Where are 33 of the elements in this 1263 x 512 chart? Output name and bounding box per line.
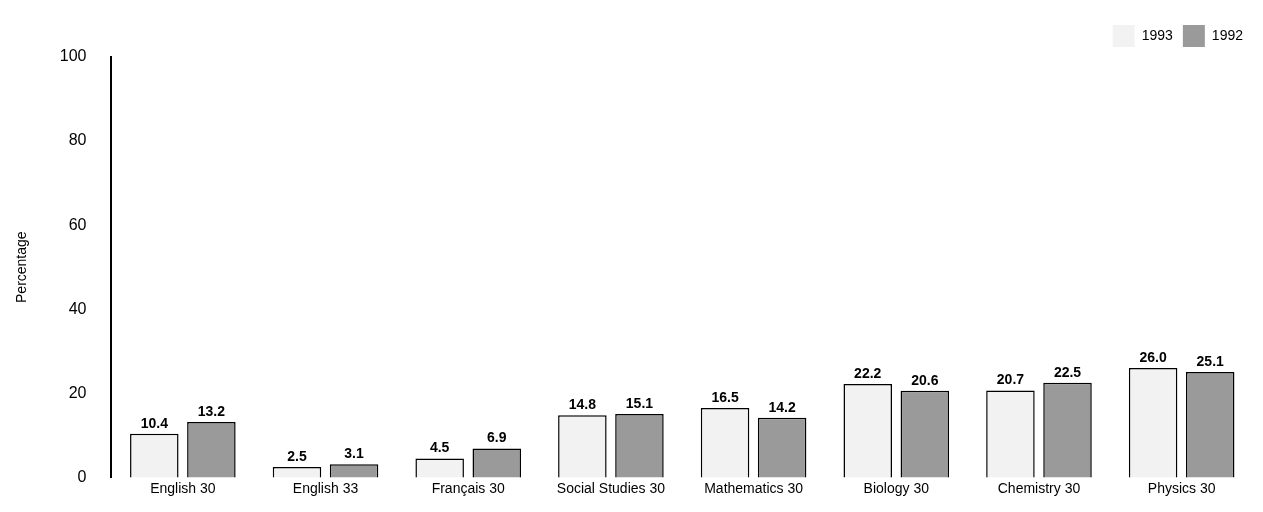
legend-label: 1992 bbox=[1211, 26, 1244, 43]
x-tick-label: Biology 30 bbox=[863, 479, 930, 496]
x-tick-label: Physics 30 bbox=[1147, 479, 1216, 496]
data-label: 25.1 bbox=[1196, 352, 1225, 369]
data-label: 14.2 bbox=[768, 398, 796, 415]
y-tick-label: 0 bbox=[77, 467, 87, 485]
y-tick-label: 20 bbox=[68, 383, 87, 401]
x-tick-label: Mathematics 30 bbox=[704, 479, 804, 496]
data-label: 26.0 bbox=[1139, 348, 1167, 365]
data-label: 2.5 bbox=[287, 447, 307, 464]
y-tick-label: 60 bbox=[68, 215, 87, 233]
x-tick-label: Chemistry 30 bbox=[997, 479, 1081, 496]
y-axis-title: Percentage bbox=[13, 231, 30, 303]
data-label: 20.6 bbox=[911, 371, 939, 388]
data-label: 4.5 bbox=[429, 439, 450, 456]
data-label: 22.2 bbox=[854, 364, 882, 381]
y-tick-label: 80 bbox=[68, 131, 87, 149]
x-tick-label: English 30 bbox=[150, 479, 216, 496]
data-label: 6.9 bbox=[487, 429, 507, 446]
x-tick-label: English 33 bbox=[292, 479, 359, 496]
x-tick-label: Social Studies 30 bbox=[556, 479, 666, 496]
data-label: 16.5 bbox=[711, 388, 739, 405]
legend-label: 1993 bbox=[1141, 26, 1174, 43]
data-label: 22.5 bbox=[1053, 363, 1082, 380]
y-tick-label: 40 bbox=[68, 299, 87, 317]
data-label: 14.8 bbox=[568, 396, 597, 413]
data-label: 13.2 bbox=[197, 402, 226, 419]
x-tick-label: Français 30 bbox=[431, 479, 505, 496]
data-label: 10.4 bbox=[140, 414, 169, 431]
y-tick-label: 100 bbox=[59, 47, 87, 65]
data-label: 15.1 bbox=[625, 394, 654, 411]
data-label: 3.1 bbox=[344, 445, 365, 462]
data-label: 20.7 bbox=[996, 371, 1025, 388]
